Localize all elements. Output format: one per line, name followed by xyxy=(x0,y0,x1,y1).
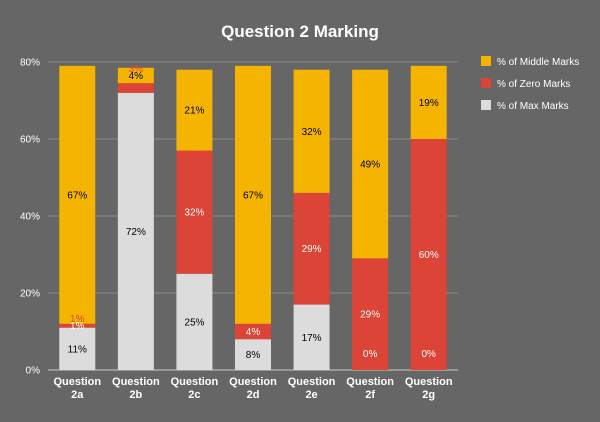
x-tick-label: Question xyxy=(288,376,336,388)
x-tick-label: Question xyxy=(171,376,219,388)
data-label: 72% xyxy=(126,227,146,238)
legend-label: % of Middle Marks xyxy=(497,57,579,68)
data-labels: 11% 1% 67% 72% 4% 25% 32% 21% 8% 4% 67% 17% 29% 32% 29… xyxy=(67,64,439,361)
chart-title: Question 2 Marking xyxy=(221,22,379,41)
bar-segment xyxy=(293,192,330,305)
bar-segment xyxy=(59,65,96,324)
legend: % of Middle Marks % of Zero Marks % of Max… xyxy=(481,56,579,112)
data-label: 1% xyxy=(70,321,85,332)
data-label: 29% xyxy=(360,310,380,321)
legend-item: % of Middle Marks xyxy=(481,56,579,68)
legend-label: % of Max Marks xyxy=(497,101,569,112)
x-tick-label: 2c xyxy=(188,389,200,401)
bar-segment xyxy=(410,139,447,370)
bar-segment xyxy=(117,67,154,84)
bar-segment xyxy=(176,150,213,274)
data-label: 4% xyxy=(246,327,261,338)
data-label: 17% xyxy=(302,333,322,344)
data-label: 3% xyxy=(129,64,144,75)
legend-item: % of Max Marks xyxy=(481,100,569,112)
data-label: 21% xyxy=(184,106,204,117)
bar-segment xyxy=(410,65,447,139)
legend-label: % of Zero Marks xyxy=(497,79,570,90)
data-label: 0% xyxy=(363,349,378,360)
bar-segment xyxy=(293,304,330,370)
y-tick-label: 80% xyxy=(20,58,40,69)
data-label: 32% xyxy=(184,208,204,219)
data-label: 0% xyxy=(421,349,436,360)
x-tick-label: 2f xyxy=(365,389,375,401)
data-label: 60% xyxy=(419,250,439,261)
y-tick-label: 60% xyxy=(20,135,40,146)
data-label: 67% xyxy=(67,190,87,201)
x-tick-label: Question xyxy=(229,376,277,388)
x-tick-label: Question xyxy=(346,376,394,388)
x-tick-label: 2b xyxy=(129,389,142,401)
x-tick-label: 2g xyxy=(422,389,435,401)
data-label: 29% xyxy=(302,244,322,255)
bar-segment xyxy=(176,69,213,151)
y-tick-label: 20% xyxy=(20,289,40,300)
x-tick-label: 2a xyxy=(71,389,84,401)
data-label: 19% xyxy=(419,98,439,109)
bar-segment xyxy=(293,69,330,193)
data-label: 4% xyxy=(129,71,144,82)
legend-swatch xyxy=(481,100,491,110)
bars xyxy=(59,65,447,371)
legend-item: % of Zero Marks xyxy=(481,78,570,90)
bar-segment xyxy=(352,69,389,259)
data-label: 32% xyxy=(302,127,322,138)
x-tick-label: Question xyxy=(53,376,101,388)
axes: 0%20%40%60%80%Question2aQuestion2bQuesti… xyxy=(20,58,453,402)
x-tick-label: 2e xyxy=(305,389,317,401)
data-label: 49% xyxy=(360,160,380,171)
bar-segment xyxy=(59,327,96,370)
bar-segment xyxy=(59,323,96,328)
bar-segment xyxy=(176,273,213,370)
data-label: 11% xyxy=(68,344,87,355)
bar-segment xyxy=(235,323,271,340)
bar-segment xyxy=(235,65,271,324)
data-label: 1% xyxy=(70,314,85,325)
legend-swatch xyxy=(481,78,491,88)
data-label: 25% xyxy=(184,317,204,328)
x-tick-label: Question xyxy=(405,376,453,388)
x-tick-label: Question xyxy=(112,376,160,388)
data-label: 8% xyxy=(246,350,261,361)
y-tick-label: 0% xyxy=(26,366,41,377)
legend-swatch xyxy=(481,56,491,66)
y-tick-label: 40% xyxy=(20,212,40,223)
bar-segment xyxy=(117,92,154,371)
x-tick-label: 2d xyxy=(247,389,260,401)
bar-segment xyxy=(117,83,154,93)
bar-segment xyxy=(235,339,271,370)
data-label: 67% xyxy=(243,190,263,201)
bar-segment xyxy=(352,258,389,370)
